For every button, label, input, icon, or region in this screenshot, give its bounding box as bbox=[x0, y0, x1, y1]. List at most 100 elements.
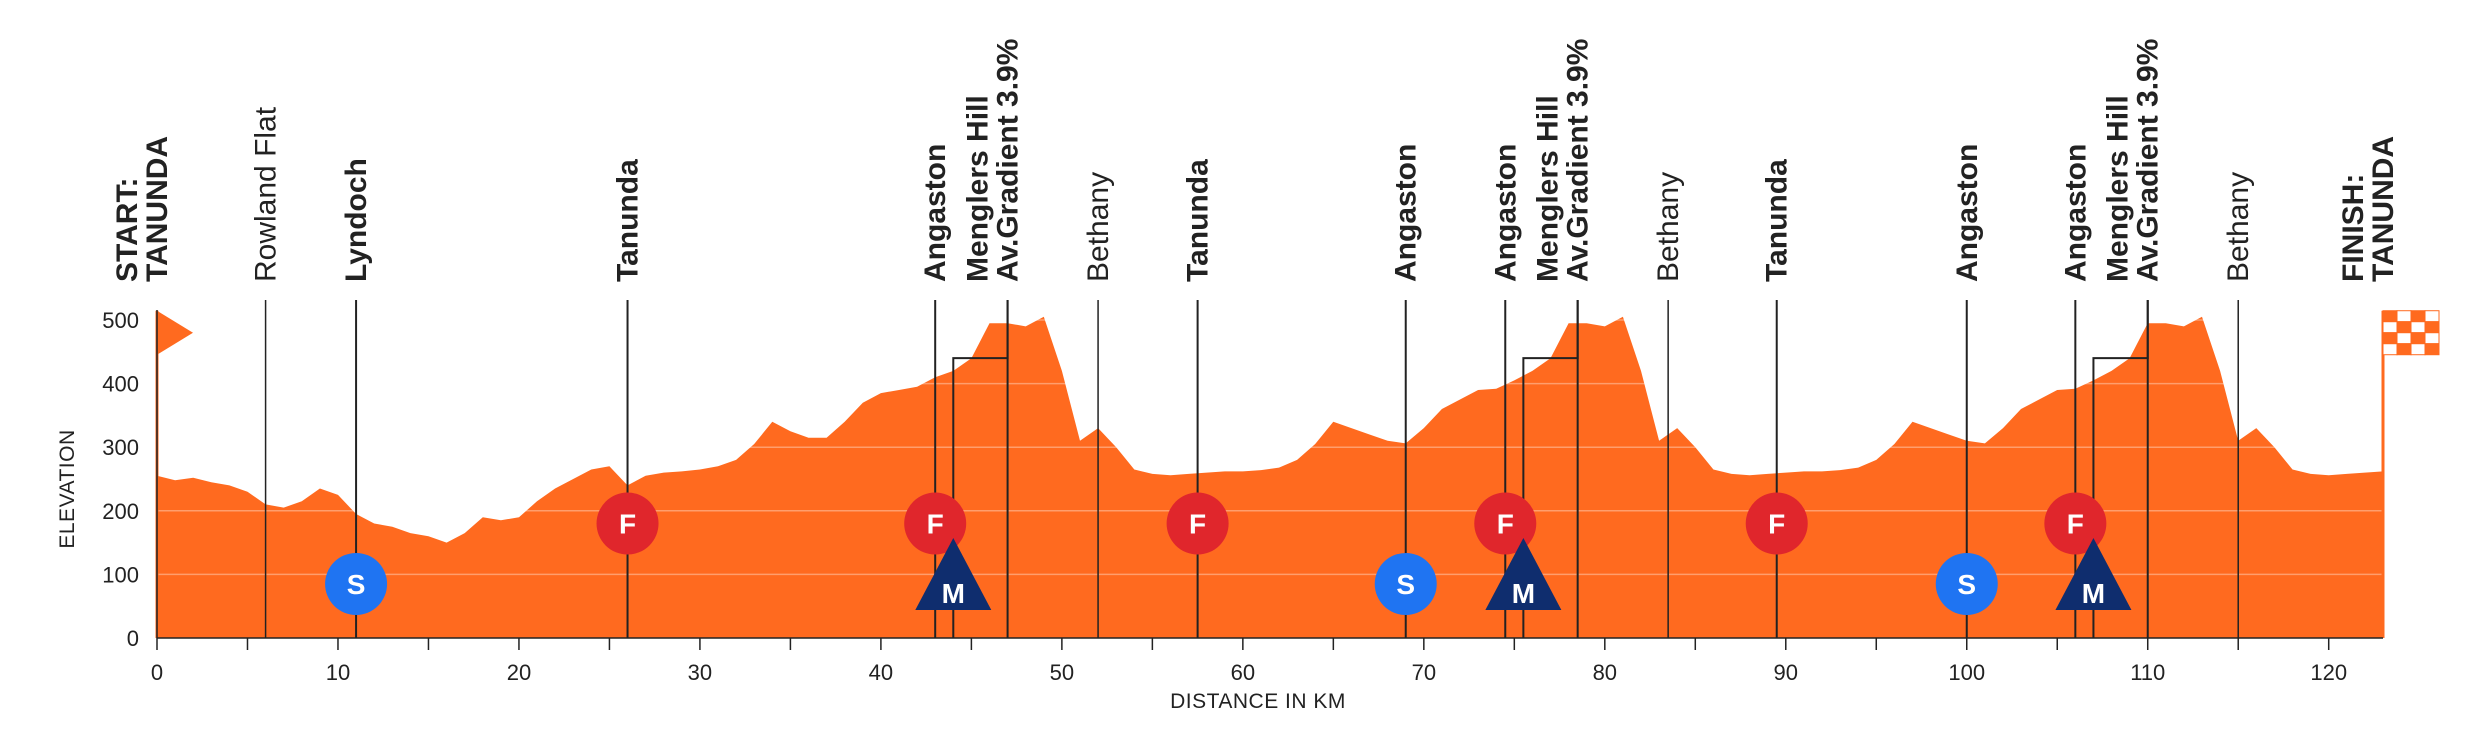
finish-flag-cell bbox=[2410, 321, 2426, 334]
location-label: Angaston bbox=[1390, 144, 1423, 282]
feed-marker-letter: F bbox=[1768, 509, 1785, 540]
mountain-marker-letter: M bbox=[1512, 578, 1535, 609]
mountain-marker: M bbox=[1485, 537, 1562, 610]
x-tick-label: 20 bbox=[507, 660, 531, 685]
grid-lines bbox=[157, 319, 2383, 576]
x-tick-label: 90 bbox=[1774, 660, 1798, 685]
mountain-icon bbox=[1485, 537, 1562, 610]
sprint-icon bbox=[1374, 552, 1437, 615]
location-label: Angaston bbox=[1489, 144, 1522, 282]
location-label: Lyndoch bbox=[340, 158, 373, 282]
sprint-marker: S bbox=[1935, 552, 1998, 615]
location-label: TANUNDA bbox=[141, 136, 174, 282]
feed-marker-letter: F bbox=[1497, 509, 1514, 540]
sprint-icon bbox=[325, 552, 388, 615]
location-label: Bethany bbox=[1652, 172, 1685, 282]
finish-flag-cell bbox=[2382, 343, 2398, 356]
sprint-marker: S bbox=[325, 552, 388, 615]
x-tick-label: 10 bbox=[326, 660, 350, 685]
location-label: TANUNDA bbox=[2367, 136, 2400, 282]
finish-flag-cell bbox=[2382, 310, 2398, 323]
y-tick-label: 200 bbox=[102, 499, 139, 524]
location-label: Tanunda bbox=[1182, 159, 1215, 282]
feed-marker: F bbox=[1166, 492, 1229, 555]
finish-flag-icon bbox=[2382, 310, 2440, 356]
x-axis-title: DISTANCE IN KM bbox=[1170, 690, 1346, 713]
x-tick-label: 30 bbox=[688, 660, 712, 685]
feed-icon bbox=[904, 492, 967, 555]
feed-marker-letter: F bbox=[619, 509, 636, 540]
location-label: Rowland Flat bbox=[250, 106, 283, 282]
location-label: Av.Gradient 3.9% bbox=[1562, 39, 1595, 282]
location-label: Av.Gradient 3.9% bbox=[992, 39, 1025, 282]
sprint-icon bbox=[1935, 552, 1998, 615]
location-label: Menglers Hill bbox=[962, 95, 995, 282]
x-tick-label: 70 bbox=[1412, 660, 1436, 685]
mountain-marker-letter: M bbox=[2082, 578, 2105, 609]
feed-icon bbox=[596, 492, 659, 555]
feed-marker-letter: F bbox=[2067, 509, 2084, 540]
x-tick-label: 50 bbox=[1050, 660, 1074, 685]
finish-flag-cell bbox=[2382, 332, 2398, 345]
location-label: Menglers Hill bbox=[2102, 95, 2135, 282]
finish-flag-cell bbox=[2396, 310, 2412, 323]
location-label: FINISH: bbox=[2337, 174, 2370, 282]
location-label: Bethany bbox=[1082, 172, 1115, 282]
race-markers: S F F M F S F M F S F M bbox=[325, 492, 2132, 615]
feed-icon bbox=[1166, 492, 1229, 555]
finish-flag-cell bbox=[2424, 332, 2440, 345]
finish-flag-cell bbox=[2424, 321, 2440, 334]
start-flag-icon bbox=[157, 310, 193, 355]
location-labels: START:TANUNDA Rowland Flat Lyndoch Tanunda A… bbox=[111, 39, 2400, 282]
y-axis-title: ELEVATION bbox=[56, 429, 79, 548]
sprint-marker-letter: S bbox=[347, 569, 366, 600]
mountain-icon bbox=[2055, 537, 2132, 610]
sprint-marker: S bbox=[1374, 552, 1437, 615]
location-label: Av.Gradient 3.9% bbox=[2132, 39, 2165, 282]
feed-icon bbox=[1745, 492, 1808, 555]
climb-bracket bbox=[1522, 300, 1579, 638]
feed-icon bbox=[2044, 492, 2107, 555]
location-label: Bethany bbox=[2222, 172, 2255, 282]
location-label: START: bbox=[111, 178, 144, 282]
y-tick-label: 400 bbox=[102, 372, 139, 397]
feed-marker: F bbox=[1745, 492, 1808, 555]
feed-marker: F bbox=[596, 492, 659, 555]
mountain-icon bbox=[915, 537, 992, 610]
feed-marker: F bbox=[904, 492, 967, 555]
location-label: Tanunda bbox=[612, 159, 645, 282]
y-tick-label: 100 bbox=[102, 562, 139, 587]
finish-flag-cell bbox=[2396, 343, 2412, 356]
sprint-marker-letter: S bbox=[1396, 569, 1415, 600]
x-tick-label: 0 bbox=[151, 660, 163, 685]
y-tick-label: 500 bbox=[102, 308, 139, 333]
climb-brackets bbox=[952, 300, 2149, 638]
location-label: Tanunda bbox=[1761, 159, 1794, 282]
finish-flag-cell bbox=[2396, 321, 2412, 334]
axes: 0 100 200 300 400 500 0 10 20 30 40 50 60 70 80 90 100 11… bbox=[102, 308, 2383, 685]
sprint-marker-letter: S bbox=[1957, 569, 1976, 600]
finish-flag-cell bbox=[2410, 343, 2426, 356]
y-tick-label: 300 bbox=[102, 435, 139, 460]
finish-flag-cell bbox=[2410, 310, 2426, 323]
mountain-marker: M bbox=[2055, 537, 2132, 610]
finish-flag-cell bbox=[2396, 332, 2412, 345]
finish-flag-cell bbox=[2382, 321, 2398, 334]
feed-marker-letter: F bbox=[927, 509, 944, 540]
location-label: Angaston bbox=[2059, 144, 2092, 282]
x-tick-label: 80 bbox=[1593, 660, 1617, 685]
elevation-area bbox=[157, 316, 2383, 638]
feed-marker-letter: F bbox=[1189, 509, 1206, 540]
location-label: Menglers Hill bbox=[1532, 95, 1565, 282]
finish-flag-cell bbox=[2424, 310, 2440, 323]
finish-flag-cell bbox=[2424, 343, 2440, 356]
x-tick-label: 120 bbox=[2310, 660, 2347, 685]
feed-marker: F bbox=[2044, 492, 2107, 555]
mountain-marker-letter: M bbox=[942, 578, 965, 609]
feed-marker: F bbox=[1474, 492, 1537, 555]
climb-bracket bbox=[952, 300, 1009, 638]
location-label: Angaston bbox=[1951, 144, 1984, 282]
climb-bracket bbox=[2092, 300, 2149, 638]
elevation-profile-area bbox=[157, 316, 2383, 638]
